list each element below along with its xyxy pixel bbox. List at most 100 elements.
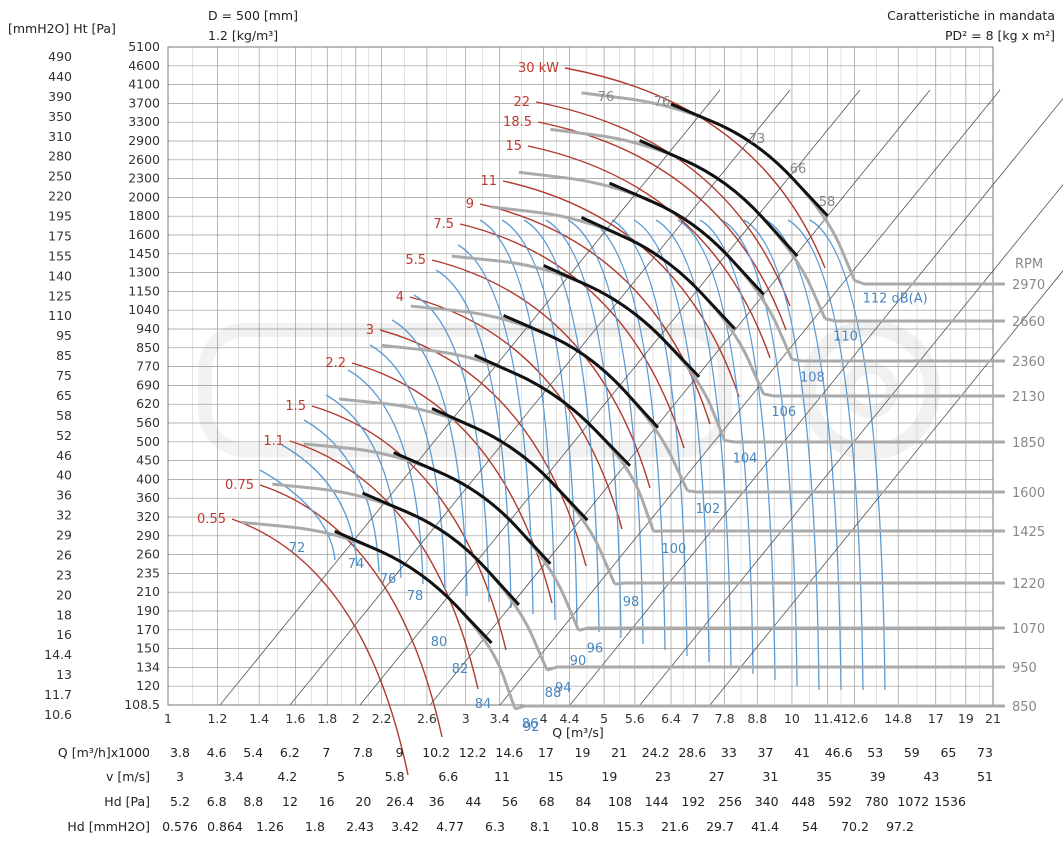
y-tick-label-mm: 23 — [56, 567, 72, 582]
rpm-label: 2970 — [1012, 278, 1045, 293]
secondary-tick-label: 0.864 — [207, 819, 243, 834]
efficiency-label: 88 — [545, 686, 562, 701]
secondary-tick-label: 41 — [794, 745, 810, 760]
secondary-tick-label: 144 — [645, 794, 669, 809]
secondary-tick-label: 4.6 — [207, 745, 227, 760]
y-tick-label-mm: 440 — [48, 69, 72, 84]
efficiency-label: 74 — [348, 557, 365, 572]
noise-label: 106 — [771, 405, 796, 420]
y-tick-label-mm: 11.7 — [44, 687, 72, 702]
x-tick-label: 19 — [958, 711, 974, 726]
efficiency-label: 82 — [452, 662, 469, 677]
secondary-tick-label: 53 — [867, 745, 883, 760]
x-tick-labels: 1 1.2 1.4 1.6 1.8 2 2.2 2.6 3 3.4 4 4.4 5 5.6 6.4 7 7.8 8… — [164, 711, 1001, 726]
y-tick-label-mm: 390 — [48, 89, 72, 104]
efficiency-label-top: 58 — [819, 195, 836, 210]
y-tick-label-pa: 450 — [136, 453, 160, 468]
y-tick-label-mm: 65 — [56, 388, 72, 403]
secondary-tick-label: 4.77 — [436, 819, 464, 834]
secondary-tick-label: 8.1 — [530, 819, 550, 834]
x-tick-label: 4.4 — [560, 711, 580, 726]
rpm-leader-line — [763, 394, 1005, 396]
secondary-tick-label: 17 — [538, 745, 554, 760]
secondary-tick-label: 5.2 — [170, 794, 190, 809]
efficiency-label: 80 — [431, 635, 448, 650]
power-label: 11 — [480, 174, 497, 189]
x-tick-label: 7 — [691, 711, 699, 726]
secondary-tick-label: 46.6 — [825, 745, 853, 760]
y-tick-label-pa: 2600 — [128, 152, 160, 167]
fan-curve-black — [544, 266, 699, 377]
x-tick-label: 12.6 — [841, 711, 869, 726]
x-tick-label: 3.4 — [490, 711, 510, 726]
y-tick-label-mm: 250 — [48, 169, 72, 184]
y-tick-label-pa: 690 — [136, 377, 160, 392]
y-tick-label-pa: 3300 — [128, 114, 160, 129]
y-tick-labels: 5100460041003700330029002600230020001800… — [44, 39, 160, 722]
secondary-tick-label: 12 — [282, 794, 298, 809]
y-tick-label-pa: 290 — [136, 528, 160, 543]
power-label: 7.5 — [433, 217, 454, 232]
y-tick-label-pa: 4600 — [128, 58, 160, 73]
secondary-tick-label: 10.2 — [422, 745, 450, 760]
secondary-tick-label: 6.3 — [485, 819, 505, 834]
y-tick-label-mm: 95 — [56, 328, 72, 343]
secondary-tick-label: 26.4 — [386, 794, 414, 809]
efficiency-curve — [766, 220, 841, 690]
secondary-tick-label: 192 — [681, 794, 705, 809]
y-tick-label-pa: 620 — [136, 396, 160, 411]
rpm-label: 1600 — [1012, 486, 1045, 501]
x-tick-label: 14.8 — [884, 711, 912, 726]
y-tick-label-pa: 940 — [136, 321, 160, 336]
secondary-tick-label: 6.2 — [280, 745, 300, 760]
secondary-tick-label: 59 — [904, 745, 920, 760]
noise-label: 104 — [733, 452, 758, 467]
y-tick-label-mm: 10.6 — [44, 707, 72, 722]
noise-label: 102 — [695, 502, 720, 517]
rpm-label: 1850 — [1012, 436, 1045, 451]
y-tick-label-mm: 32 — [56, 508, 72, 523]
secondary-tick-label: 70.2 — [841, 819, 869, 834]
x-tick-label: 2 — [352, 711, 360, 726]
noise-label: 98 — [623, 595, 640, 610]
power-label: 3 — [366, 323, 374, 338]
secondary-tick-label: 12.2 — [459, 745, 487, 760]
y-tick-label-pa: 850 — [136, 340, 160, 355]
secondary-tick-label: 5 — [337, 769, 345, 784]
secondary-axes: Q [m³/h]x1000 3.8 4.6 5.4 6.2 7 7.8 9 10.2 12.2 14… — [58, 745, 993, 834]
y-tick-label-pa: 2900 — [128, 133, 160, 148]
y-tick-label-pa: 5100 — [128, 39, 160, 54]
efficiency-label-top: 66 — [790, 162, 807, 177]
y-tick-label-pa: 2300 — [128, 171, 160, 186]
y-tick-label-mm: 40 — [56, 468, 72, 483]
x-tick-label: 1.8 — [317, 711, 337, 726]
secondary-tick-label: 20 — [355, 794, 371, 809]
rpm-leader-line — [825, 319, 1005, 321]
y-tick-label-pa: 1040 — [128, 302, 160, 317]
x-tick-label: 7.8 — [715, 711, 735, 726]
secondary-tick-label: 3.42 — [391, 819, 419, 834]
secondary-tick-label: 16 — [319, 794, 335, 809]
y-tick-label-mm: 18 — [56, 607, 72, 622]
noise-label: 112 dB(A) — [863, 292, 928, 307]
power-label: 2.2 — [325, 356, 346, 371]
rpm-label: 1220 — [1012, 577, 1045, 592]
efficiency-curve — [524, 220, 599, 632]
secondary-tick-label: 97.2 — [886, 819, 914, 834]
power-label: 0.55 — [197, 512, 226, 527]
rpm-leader-line — [687, 491, 1005, 492]
secondary-tick-label: 0.576 — [162, 819, 198, 834]
secondary-tick-label: 39 — [870, 769, 886, 784]
secondary-tick-label: 19 — [575, 745, 591, 760]
y-tick-label-mm: 14.4 — [44, 647, 72, 662]
power-label: 18.5 — [503, 115, 532, 130]
x-tick-label: 1 — [164, 711, 172, 726]
noise-label: 110 — [833, 330, 858, 345]
rpm-leader-line — [855, 281, 1005, 284]
x-axis-label: Q [m³/s] — [552, 725, 603, 740]
power-label: 1.1 — [263, 434, 284, 449]
secondary-tick-label: 592 — [828, 794, 852, 809]
power-label: 4 — [396, 290, 404, 305]
